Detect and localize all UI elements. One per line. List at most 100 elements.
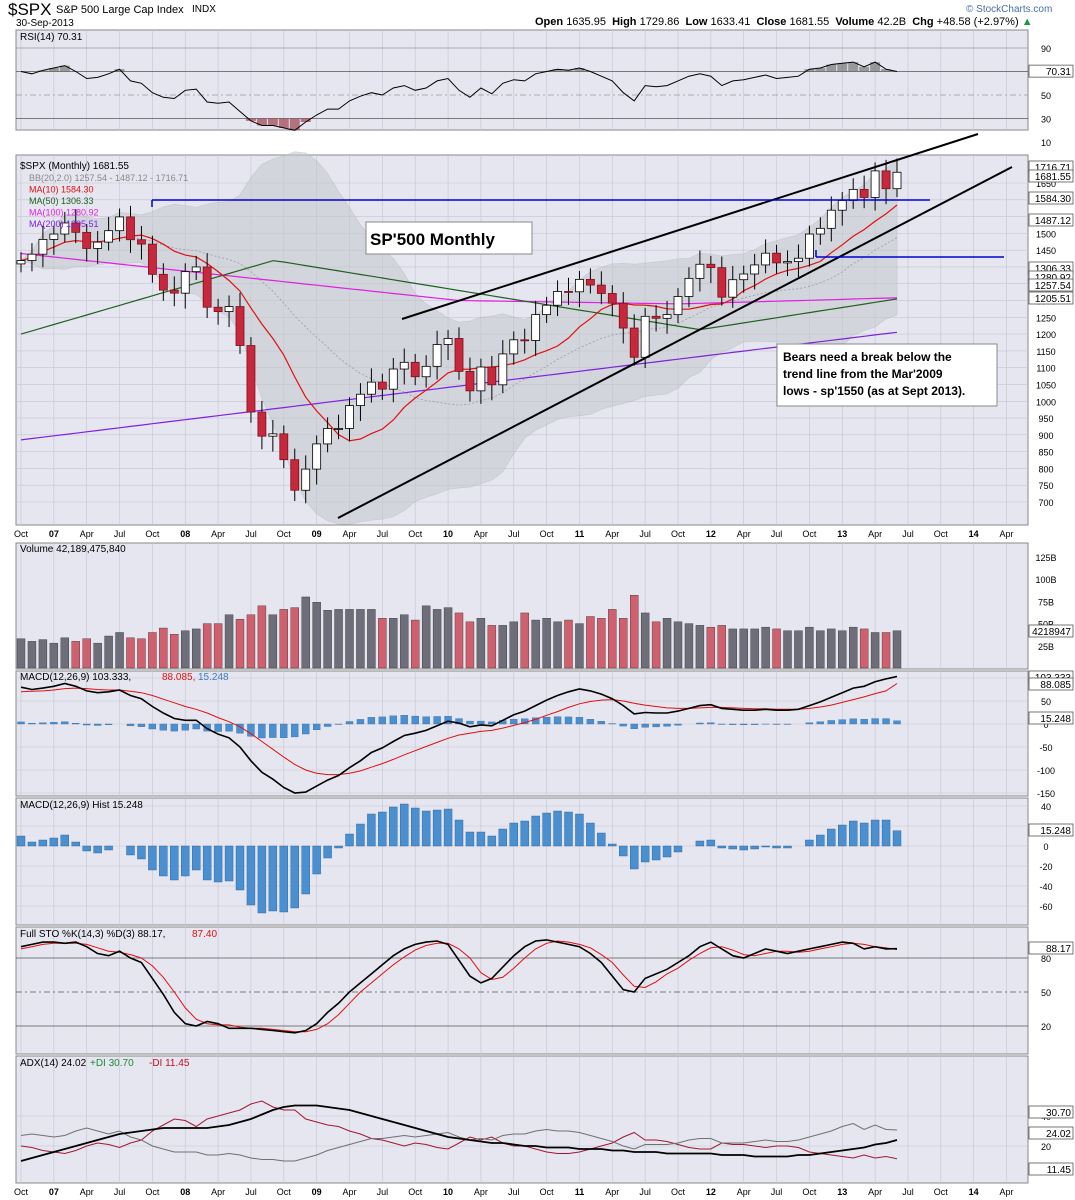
y-tick-label: 900: [1038, 431, 1053, 441]
candle-up: [476, 366, 486, 392]
candle-down: [717, 267, 727, 298]
volume-bar-up: [684, 623, 694, 669]
candle-up: [826, 209, 836, 229]
candle-down: [410, 361, 420, 378]
price-legend-item: MA(100) 1280.92: [29, 208, 99, 218]
macd-title-hist: 15.248: [198, 672, 229, 683]
macd-hist-bar: [61, 721, 69, 725]
price-badge-box: [1028, 169, 1074, 183]
macd-hist-bar: [323, 723, 332, 727]
x-tick-label: Apr: [342, 529, 356, 539]
candle-down: [137, 239, 146, 245]
low-label: Low: [685, 16, 708, 28]
adx-badge: 24.02: [1046, 1129, 1071, 1140]
macd-line: [20, 675, 898, 794]
plus-di-badge-box: [1028, 1105, 1074, 1119]
x-tick-label: Apr: [211, 1187, 225, 1197]
macd-hist-bar: [893, 720, 901, 725]
y-tick-label: 1100: [1036, 364, 1055, 374]
index-name: S&P 500 Large Cap Index: [56, 4, 184, 16]
macd-hist-bar: [148, 723, 157, 730]
hist-bar: [389, 806, 398, 847]
macd-hist-bar: [422, 716, 430, 725]
hist-bar: [400, 803, 409, 847]
macd-hist-bar: [181, 723, 189, 731]
y-tick-label: 850: [1038, 448, 1053, 458]
candle-up: [334, 428, 343, 430]
x-tick-label: Oct: [540, 1187, 555, 1197]
volume-bar-up: [224, 614, 234, 669]
hist-bar: [465, 831, 475, 847]
volume-bar-up: [104, 635, 113, 669]
x-tick-label: 07: [49, 1187, 59, 1197]
macd-hist-bar: [170, 723, 178, 732]
candle-down: [235, 306, 245, 346]
candle-up: [388, 368, 398, 390]
volume-bar-down: [148, 632, 157, 669]
y-tick-label: 30: [1041, 115, 1051, 125]
hist-bar: [334, 845, 343, 849]
volume-bar-up: [49, 642, 59, 669]
volume-bar-down: [137, 638, 146, 669]
hist-bar: [619, 845, 628, 857]
y-tick-label: 800: [1038, 464, 1053, 474]
y-tick-label: 1050: [1036, 380, 1056, 390]
candle-up: [553, 291, 562, 306]
macd-hist-bar: [433, 716, 441, 725]
x-tick-label: Jul: [245, 529, 257, 539]
x-tick-label: Oct: [671, 1187, 686, 1197]
x-tick-label: Oct: [802, 529, 817, 539]
minus-di-line: [20, 1100, 898, 1160]
macd-hist-bar: [367, 717, 376, 725]
minus-di-badge-box: [1028, 1162, 1074, 1176]
candle-down: [279, 433, 289, 461]
annotation-note-line: lows - sp'1550 (as at Sept 2013).: [783, 384, 965, 398]
x-tick-label: Apr: [342, 1187, 356, 1197]
hist-bar: [235, 845, 245, 891]
macd-title: MACD(12,26,9) 103.333,: [20, 672, 131, 683]
x-tick-label: Jul: [508, 529, 520, 539]
volume-bar-up: [115, 632, 124, 669]
close-label: Close: [756, 16, 787, 28]
y-tick-label: 80: [1041, 954, 1051, 964]
candle-up: [750, 264, 760, 275]
x-tick-label: Jul: [377, 529, 389, 539]
adx-title-minus: -DI 11.45: [149, 1058, 190, 1069]
y-tick-label: 20: [1041, 1022, 1051, 1032]
candle-up: [837, 200, 847, 211]
x-tick-label: 11: [575, 1187, 585, 1197]
price-badge: 1306.33: [1035, 264, 1072, 275]
adx-title: ADX(14) 24.02: [20, 1058, 87, 1069]
candle-up: [761, 252, 770, 266]
candle-down: [772, 252, 781, 264]
macd-signal-line: [20, 683, 898, 776]
macd-hist-bar: [203, 723, 211, 732]
hist-bar: [859, 822, 869, 847]
volume-bar-up: [761, 626, 770, 669]
hist-bar: [301, 845, 310, 895]
volume-bar-down: [202, 623, 212, 669]
hist-bar: [487, 835, 497, 847]
x-tick-label: Jul: [771, 529, 783, 539]
candle-up: [49, 233, 59, 240]
macd-hist-bar: [104, 723, 113, 725]
macd-hist-bar: [466, 720, 474, 725]
annotation-note-box: [776, 343, 998, 407]
macd-hist-bar: [225, 723, 233, 732]
hist-bar: [246, 845, 256, 906]
candle-down: [629, 327, 639, 358]
price-badge: 1257.54: [1035, 281, 1072, 292]
candle-up: [345, 405, 354, 429]
candle-up: [794, 257, 803, 262]
volume-bar-down: [71, 641, 80, 669]
candle-up: [16, 260, 26, 265]
macd-signal-badge: 88.085: [1040, 680, 1071, 691]
x-tick-label: Jul: [508, 1187, 520, 1197]
symbol: $SPX: [8, 0, 52, 19]
volume-bar-down: [520, 612, 529, 669]
y-tick-label: 1250: [1036, 313, 1056, 323]
macd-panel: [15, 670, 1029, 797]
volume-bar-up: [750, 628, 759, 669]
macd-hist-bar: [83, 723, 91, 726]
hist-badge-box: [1028, 823, 1074, 837]
